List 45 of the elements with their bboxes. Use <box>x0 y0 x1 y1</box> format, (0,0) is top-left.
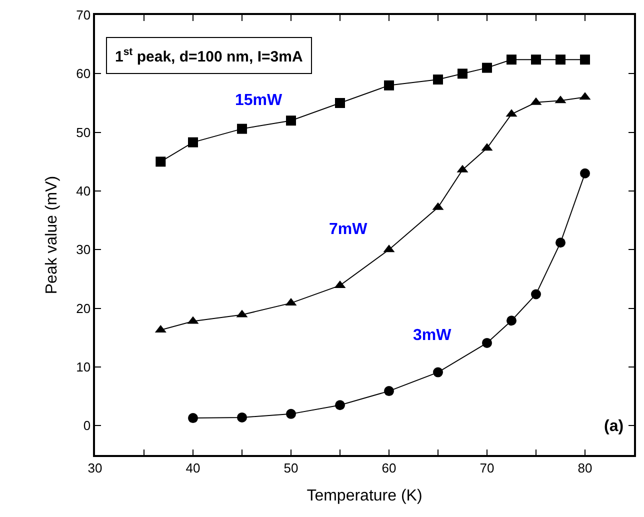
series-label: 7mW <box>329 221 368 238</box>
point <box>335 98 345 108</box>
point <box>506 316 516 326</box>
point <box>188 413 198 424</box>
x-tick-label: 60 <box>382 460 396 476</box>
point <box>531 289 541 300</box>
y-tick-label: 70 <box>76 8 91 23</box>
point <box>433 74 443 85</box>
point <box>433 367 443 378</box>
point <box>286 408 296 419</box>
point <box>506 54 516 65</box>
point <box>580 54 590 65</box>
y-axis-title: Peak value (mV) <box>44 176 61 294</box>
y-tick-label: 0 <box>83 418 91 434</box>
point <box>531 54 541 65</box>
x-tick-label: 40 <box>186 460 200 476</box>
x-tick-label: 80 <box>578 460 592 476</box>
point <box>556 238 566 248</box>
point <box>482 62 492 73</box>
x-tick-label: 50 <box>284 460 298 476</box>
point <box>286 116 296 126</box>
x-axis-title: Temperature (K) <box>306 488 422 505</box>
point <box>556 54 566 65</box>
series-label: 15mW <box>235 92 284 109</box>
point <box>458 68 468 79</box>
point <box>156 156 166 167</box>
annotation: 1$^{st}$ peak, d=100 nm, I=3mA <box>115 46 303 66</box>
x-tick-label: 30 <box>88 460 102 476</box>
y-tick-label: 10 <box>76 360 91 375</box>
point <box>384 386 394 396</box>
point <box>580 168 590 178</box>
point <box>188 137 198 148</box>
y-tick-label: 20 <box>76 300 91 316</box>
y-tick-label: 50 <box>76 124 91 140</box>
y-tick-label: 60 <box>76 66 91 82</box>
y-tick-label: 40 <box>76 184 91 199</box>
point <box>482 338 492 348</box>
x-tick-label: 70 <box>480 460 494 476</box>
point <box>335 400 345 410</box>
series-label: 3mW <box>413 327 452 344</box>
point <box>384 80 394 90</box>
point <box>237 412 247 422</box>
annotation: (a) <box>604 418 624 435</box>
point <box>237 124 247 134</box>
y-tick-label: 30 <box>76 242 91 258</box>
